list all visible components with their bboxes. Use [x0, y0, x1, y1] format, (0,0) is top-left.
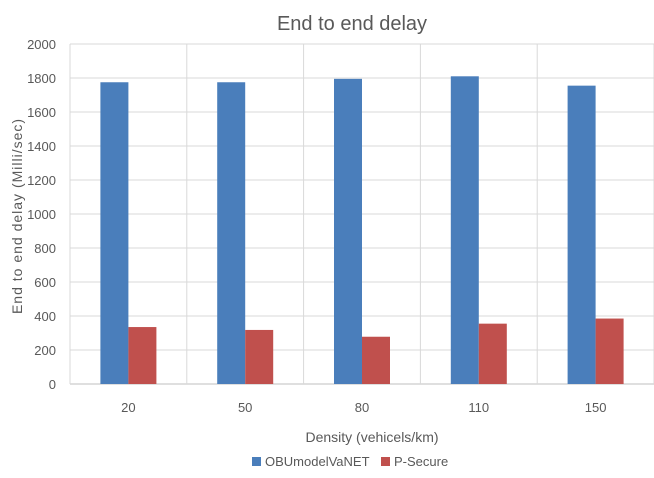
- legend-label: OBUmodelVaNET: [265, 454, 370, 469]
- x-tick-label: 150: [585, 400, 607, 415]
- bar-obumodelvanet-80: [334, 78, 362, 384]
- bar-obumodelvanet-150: [567, 85, 596, 385]
- y-tick-label: 200: [34, 343, 56, 358]
- x-tick-label: 50: [238, 400, 252, 415]
- chart-title: End to end delay: [277, 13, 427, 35]
- y-tick-label: 600: [34, 275, 56, 290]
- x-axis-ticks: 20 50 80 110 150: [121, 400, 606, 415]
- bar-p-secure-50: [245, 329, 274, 384]
- y-tick-label: 2000: [27, 37, 56, 52]
- bar-p-secure-20: [128, 327, 157, 384]
- y-tick-label: 1800: [27, 71, 56, 86]
- bar-obumodelvanet-50: [217, 82, 246, 384]
- bar-obumodelvanet-20: [100, 82, 129, 384]
- legend-swatch: [252, 457, 261, 466]
- x-tick-label: 80: [355, 400, 369, 415]
- y-tick-label: 1000: [27, 207, 56, 222]
- y-tick-label: 1600: [27, 105, 56, 120]
- bar-obumodelvanet-110: [450, 76, 479, 385]
- legend: OBUmodelVaNET P-Secure: [252, 454, 448, 469]
- legend-label: P-Secure: [394, 454, 448, 469]
- bar-p-secure-150: [595, 318, 624, 384]
- y-tick-label: 800: [34, 241, 56, 256]
- y-tick-label: 400: [34, 309, 56, 324]
- y-tick-label: 0: [49, 377, 56, 392]
- bar-p-secure-110: [478, 323, 507, 384]
- x-axis-label: Density (vehicels/km): [305, 429, 438, 445]
- y-tick-label: 1400: [27, 139, 56, 154]
- bars: [100, 76, 624, 385]
- y-axis-ticks: 0 200 400 600 800 1000 1200 1400 1600 1800 2000: [27, 37, 56, 392]
- x-tick-label: 110: [468, 400, 489, 415]
- bar-p-secure-80: [362, 336, 390, 384]
- x-tick-label: 20: [121, 400, 135, 415]
- y-tick-label: 1200: [27, 173, 56, 188]
- legend-swatch: [381, 457, 390, 466]
- y-axis-label: End to end delay (Milli/sec): [9, 118, 25, 314]
